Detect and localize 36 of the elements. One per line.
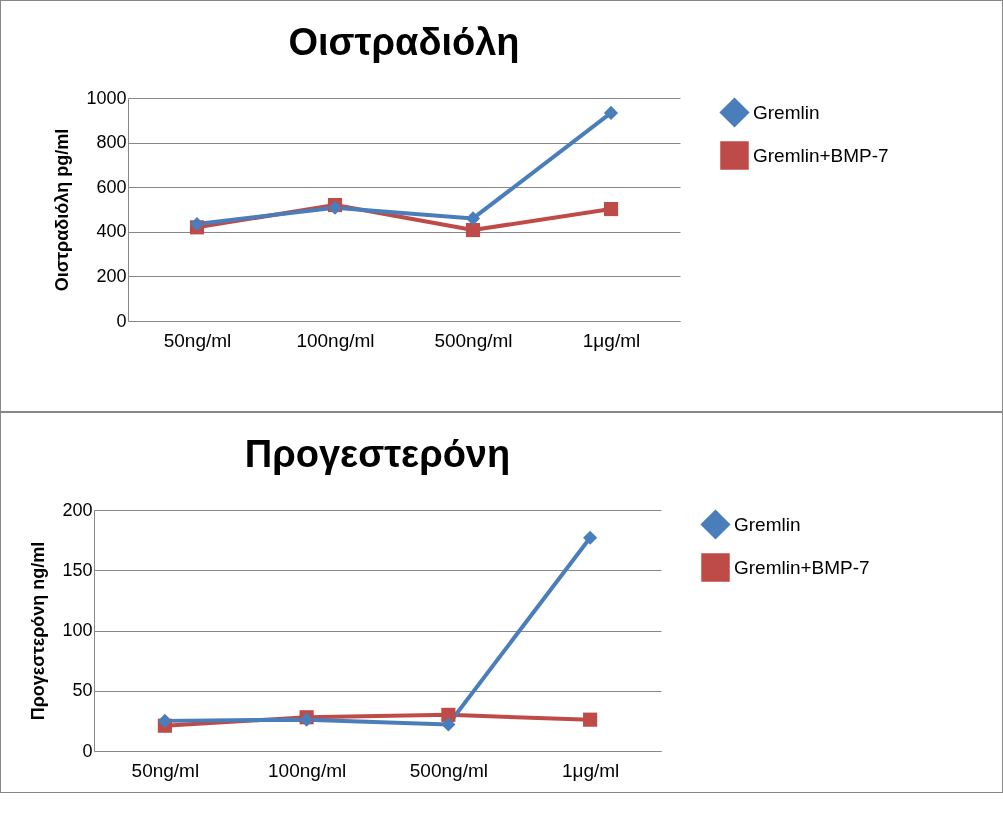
point — [603, 105, 619, 121]
y-axis-title: Οιστραδιόλη pg/ml — [52, 128, 73, 292]
point — [583, 530, 598, 545]
x-tick-label: 100ng/ml — [296, 329, 375, 351]
legend-label: Gremlin — [753, 101, 820, 123]
x-tick-label: 1μg/ml — [561, 759, 620, 781]
y-tick-label: 0 — [82, 740, 93, 761]
x-tick-label: 50ng/ml — [131, 759, 200, 781]
y-tick-label: 800 — [96, 132, 127, 153]
y-tick-label: 400 — [96, 221, 127, 242]
y-tick-label: 0 — [116, 310, 127, 331]
x-tick-label: 500ng/ml — [434, 329, 513, 351]
point — [441, 717, 456, 732]
y-tick-label: 1000 — [86, 87, 127, 108]
point — [465, 211, 481, 226]
point — [189, 216, 205, 232]
x-tick-label: 1μg/ml — [582, 329, 641, 351]
x-tick-label: 50ng/ml — [163, 329, 232, 351]
point — [465, 222, 481, 238]
point — [157, 713, 172, 728]
y-tick-label: 600 — [96, 176, 127, 197]
chart-title: Οιστραδιόλη — [288, 21, 520, 63]
point — [603, 201, 619, 217]
y-tick-label: 50 — [72, 680, 93, 701]
x-tick-label: 500ng/ml — [409, 759, 488, 781]
y-tick-label: 150 — [62, 559, 93, 580]
y-tick-label: 200 — [96, 265, 127, 286]
x-tick-label: 100ng/ml — [268, 759, 347, 781]
chart-title: Προγεστερόνη — [244, 433, 511, 475]
legend-label: Gremlin+BMP-7 — [734, 556, 870, 578]
y-tick-label: 200 — [62, 499, 93, 520]
legend-label: Gremlin+BMP-7 — [753, 144, 889, 166]
y-tick-label: 100 — [62, 620, 93, 640]
legend-label: Gremlin — [734, 513, 801, 535]
y-axis-title: Προγεστερόνη ng/ml — [28, 541, 49, 721]
point — [583, 712, 598, 727]
